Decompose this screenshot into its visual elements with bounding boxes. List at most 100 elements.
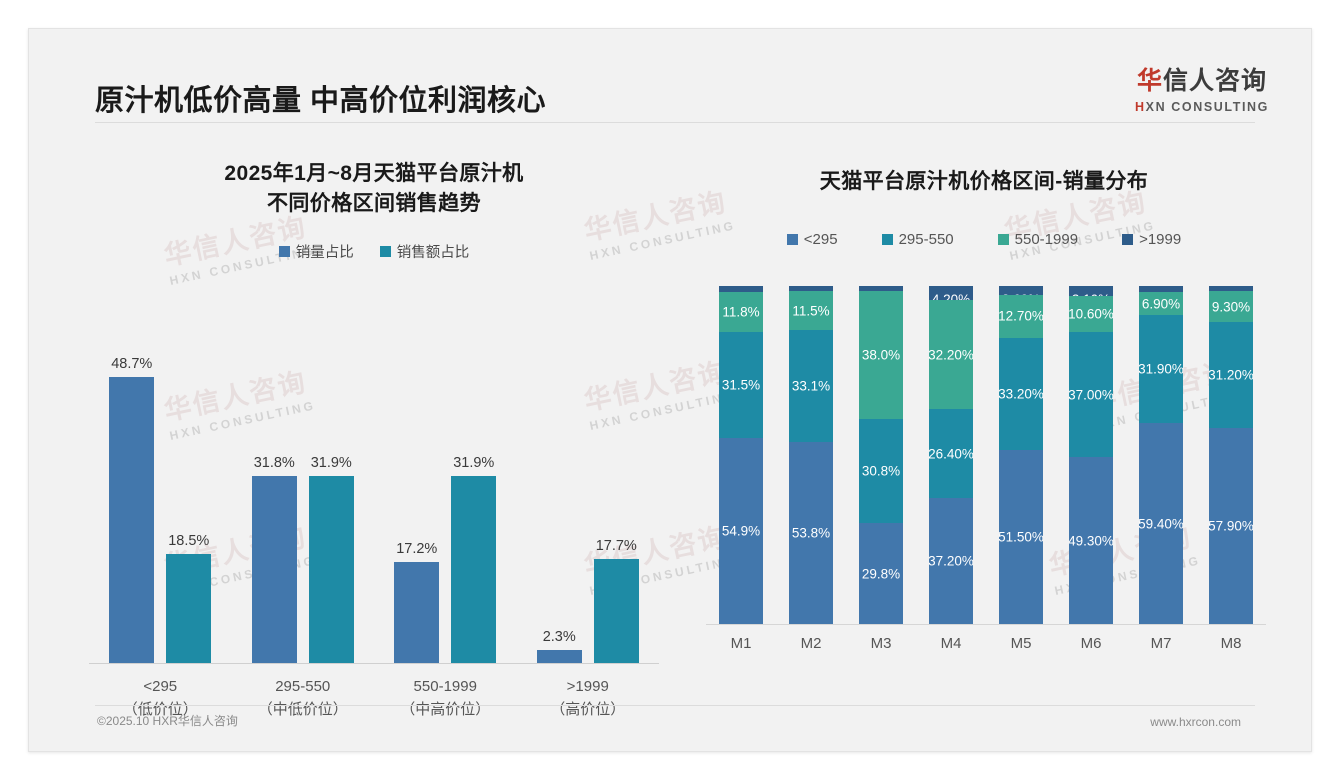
stack-segment[interactable]: 9.30%: [1209, 291, 1253, 323]
x-axis-tick-label: 295-550 （中低价位）: [232, 675, 375, 721]
chart-title-left: 2025年1月~8月天猫平台原汁机 不同价格区间销售趋势: [69, 129, 679, 219]
stack-segment[interactable]: 33.1%: [789, 330, 833, 443]
bar[interactable]: [109, 377, 155, 663]
bar-value-label: 17.2%: [396, 541, 438, 557]
bar[interactable]: [394, 562, 440, 663]
stack-segment[interactable]: 30.8%: [859, 419, 903, 524]
stack-segment[interactable]: 38.0%: [859, 290, 903, 420]
footer-website[interactable]: www.hxrcon.com: [1150, 715, 1241, 729]
stack-segment[interactable]: 49.30%: [1069, 457, 1113, 624]
x-axis-tick-label: M1: [730, 635, 752, 652]
bar[interactable]: [451, 475, 497, 663]
bar-value-label: 31.8%: [253, 455, 295, 472]
legend-right-item-2[interactable]: 550-1999: [997, 231, 1079, 248]
stack-segment[interactable]: 11.8%: [719, 291, 763, 332]
bar-column[interactable]: 18.5%: [166, 318, 212, 663]
stacked-bar-column[interactable]: 1.80% 6.90% 31.90% 59.40%: [1139, 286, 1183, 624]
stack-segment[interactable]: 57.90%: [1209, 427, 1253, 624]
stacked-bar-chart: 1.7% 11.8% 31.5% 54.9% M1 1.6% 11.5% 33.1% 53.8%…: [706, 286, 1266, 652]
bar[interactable]: [536, 649, 582, 663]
bar[interactable]: [251, 476, 297, 663]
x-tick-primary: 295-550: [275, 678, 331, 695]
chart-legend-left: 销量占比 销售额占比: [69, 241, 679, 262]
legend-right-item-0[interactable]: <295: [786, 231, 838, 248]
stack-segment[interactable]: 26.40%: [929, 409, 973, 499]
bar-column[interactable]: 31.9%: [308, 318, 354, 663]
stack-segment-label: 59.40%: [1139, 516, 1183, 532]
stack-segment[interactable]: 31.90%: [1139, 315, 1183, 424]
stacked-bar-column[interactable]: 1.7% 11.8% 31.5% 54.9%: [719, 286, 763, 624]
stack-segment[interactable]: 37.00%: [1069, 332, 1113, 458]
stack-segment[interactable]: 1.4%: [859, 286, 903, 291]
stack-segment[interactable]: 1.6%: [789, 286, 833, 292]
stack-segment[interactable]: 59.40%: [1139, 423, 1183, 624]
stack-segment[interactable]: 3.10%: [1069, 286, 1113, 297]
stack-segment-label: 9.30%: [1211, 299, 1251, 315]
x-axis-tick-label: >1999 （高价位）: [517, 675, 660, 721]
bar-column[interactable]: 31.9%: [451, 318, 497, 663]
stack-segment[interactable]: 1.7%: [719, 286, 763, 292]
stacked-bar-column[interactable]: 1.4% 38.0% 30.8% 29.8%: [859, 286, 903, 624]
stack-segment[interactable]: 33.20%: [999, 337, 1043, 450]
stacked-bar-column[interactable]: 2.60% 12.70% 33.20% 51.50%: [999, 286, 1043, 624]
legend-swatch-icon: [997, 234, 1009, 245]
stack-segment[interactable]: 32.20%: [929, 300, 973, 410]
stack-segment[interactable]: 54.9%: [719, 438, 763, 624]
slide-canvas: 华信人咨询 HXN CONSULTING 华信人咨询 HXN CONSULTIN…: [28, 28, 1312, 752]
stack-segment-label: 11.5%: [792, 303, 830, 319]
stack-segment[interactable]: 12.70%: [999, 294, 1043, 338]
legend-left-item-1[interactable]: 销售额占比: [379, 241, 469, 262]
chart-panel-price-distribution: 天猫平台原汁机价格区间-销量分布 <295 295-550 550-1999 >199…: [684, 129, 1284, 714]
stack-segment[interactable]: 31.5%: [719, 331, 763, 439]
bar-group: 31.8% 31.9%: [232, 318, 375, 663]
stack-segment-label: 3.10%: [1072, 292, 1110, 296]
stack-segment[interactable]: 31.20%: [1209, 322, 1253, 428]
bar[interactable]: [166, 554, 212, 663]
stack-segment[interactable]: 37.20%: [929, 498, 973, 624]
stack-segment-label: 32.20%: [929, 347, 973, 363]
stack-segment-label: 26.40%: [929, 446, 973, 462]
stacked-bar-column[interactable]: 1.6% 11.5% 33.1% 53.8%: [789, 286, 833, 624]
chart-panel-sales-trend: 2025年1月~8月天猫平台原汁机 不同价格区间销售趋势 销量占比 销售额占比 4…: [69, 129, 679, 718]
stack-segment[interactable]: 11.5%: [789, 291, 833, 331]
stack-segment-label: 2.60%: [1002, 292, 1040, 295]
legend-label: 550-1999: [1014, 231, 1079, 248]
x-tick-primary: <295: [143, 678, 178, 695]
stack-segment[interactable]: 53.8%: [789, 442, 833, 624]
bar[interactable]: [308, 475, 354, 663]
logo-english-rest: XN CONSULTING: [1145, 100, 1269, 114]
stacked-bar-column[interactable]: 1.50% 9.30% 31.20% 57.90%: [1209, 286, 1253, 624]
stack-segment[interactable]: 29.8%: [859, 523, 903, 624]
legend-left-item-0[interactable]: 销量占比: [278, 241, 354, 262]
stack-segment[interactable]: 2.60%: [999, 286, 1043, 295]
stack-segment[interactable]: 4.20%: [929, 286, 973, 301]
grouped-bar-chart: 48.7% 18.5% <295 （低价位） 31.8% 31.9% 295-550 （中低价…: [89, 318, 659, 718]
chart-legend-right: <295 295-550 550-1999 >1999: [684, 231, 1284, 248]
stack-segment[interactable]: 10.60%: [1069, 296, 1113, 333]
bar-column[interactable]: 31.8%: [251, 318, 297, 663]
stacked-bar-column[interactable]: 3.10% 10.60% 37.00% 49.30%: [1069, 286, 1113, 624]
bar[interactable]: [593, 559, 639, 663]
stacked-bar-column[interactable]: 4.20% 32.20% 26.40% 37.20%: [929, 286, 973, 624]
stack-segment[interactable]: 1.50%: [1209, 286, 1253, 292]
x-axis-tick-label: 550-1999 （中高价位）: [374, 675, 517, 721]
stack-segment-label: 53.8%: [791, 525, 831, 541]
stack-segment[interactable]: 6.90%: [1139, 292, 1183, 316]
stack-segment-label: 54.9%: [721, 523, 761, 539]
bar-column[interactable]: 48.7%: [109, 318, 155, 663]
bar-column[interactable]: 17.7%: [593, 318, 639, 663]
stack-segment-label: 4.20%: [931, 292, 971, 301]
bar-column[interactable]: 2.3%: [536, 318, 582, 663]
bar-column[interactable]: 17.2%: [394, 318, 440, 663]
logo-english-text: HXN CONSULTING: [1135, 100, 1269, 114]
chart-title-left-line2: 不同价格区间销售趋势: [267, 192, 481, 215]
stack-segment[interactable]: 51.50%: [999, 449, 1043, 624]
stack-segment-label: 11.8%: [722, 304, 760, 320]
slide-header: 原汁机低价高量 中高价位利润核心 华信人咨询 HXN CONSULTING: [29, 29, 1311, 123]
stack-segment[interactable]: 1.80%: [1139, 286, 1183, 293]
stack-segment-label: 37.20%: [929, 553, 973, 569]
x-axis-tick-label: M2: [800, 635, 822, 652]
legend-right-item-3[interactable]: >1999: [1122, 231, 1181, 248]
legend-right-item-1[interactable]: 295-550: [881, 231, 954, 248]
legend-swatch-icon: [379, 246, 391, 257]
